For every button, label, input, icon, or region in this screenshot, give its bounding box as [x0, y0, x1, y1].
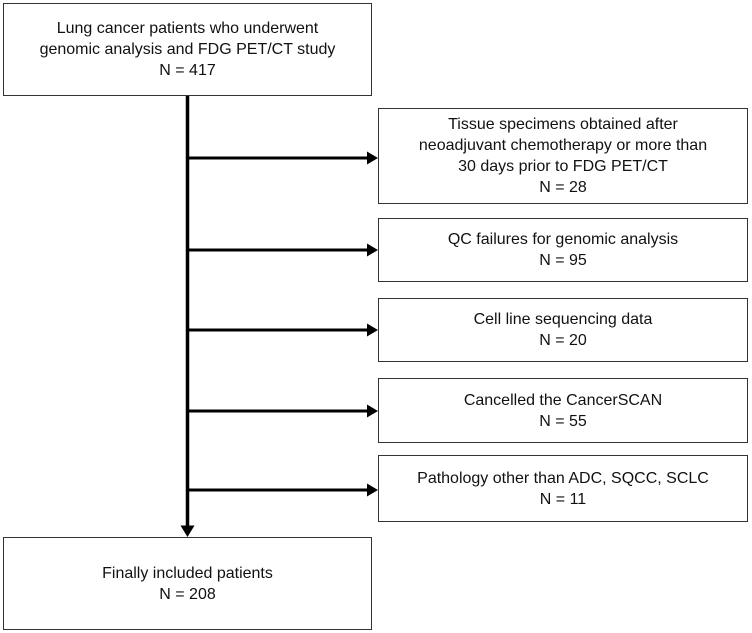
exclusion-box-4: Cancelled the CancerSCAN N = 55 [378, 378, 748, 443]
vertical-flow-line-with-arrow [180, 95, 195, 537]
box-label: Pathology other than ADC, SQCC, SCLC [417, 469, 709, 487]
arrow-to-exclusion-2 [186, 243, 378, 257]
final-included-box: Finally included patients N = 208 [3, 537, 372, 630]
exclusion-box-5: Pathology other than ADC, SQCC, SCLC N =… [378, 455, 748, 522]
box-label: Cancelled the CancerSCAN [463, 391, 663, 409]
box-n-value: N = 55 [539, 412, 587, 430]
box-label: Finally included patients [102, 564, 273, 582]
exclusion-box-3: Cell line sequencing data N = 20 [378, 298, 748, 362]
box-label: Lung cancer patients who underwent genom… [39, 20, 336, 58]
box-n-value: N = 417 [159, 62, 216, 79]
exclusion-box-1: Tissue specimens obtained after neoadjuv… [378, 108, 748, 204]
arrow-to-exclusion-4 [186, 404, 378, 418]
box-n-value: N = 28 [539, 179, 587, 196]
arrow-to-exclusion-1 [186, 151, 378, 165]
arrow-to-exclusion-3 [186, 323, 378, 337]
box-label: Cell line sequencing data [473, 311, 653, 328]
box-label: QC failures for genomic analysis [447, 231, 679, 248]
box-n-value: N = 95 [539, 252, 587, 269]
box-n-value: N = 20 [539, 332, 587, 349]
box-n-value: N = 11 [539, 490, 587, 508]
box-n-value: N = 208 [159, 585, 216, 603]
exclusion-box-2: QC failures for genomic analysis N = 95 [378, 218, 748, 282]
arrow-to-exclusion-5 [186, 483, 378, 497]
initial-population-box: Lung cancer patients who underwent genom… [3, 3, 372, 96]
box-label: Tissue specimens obtained after neoadjuv… [418, 116, 708, 175]
